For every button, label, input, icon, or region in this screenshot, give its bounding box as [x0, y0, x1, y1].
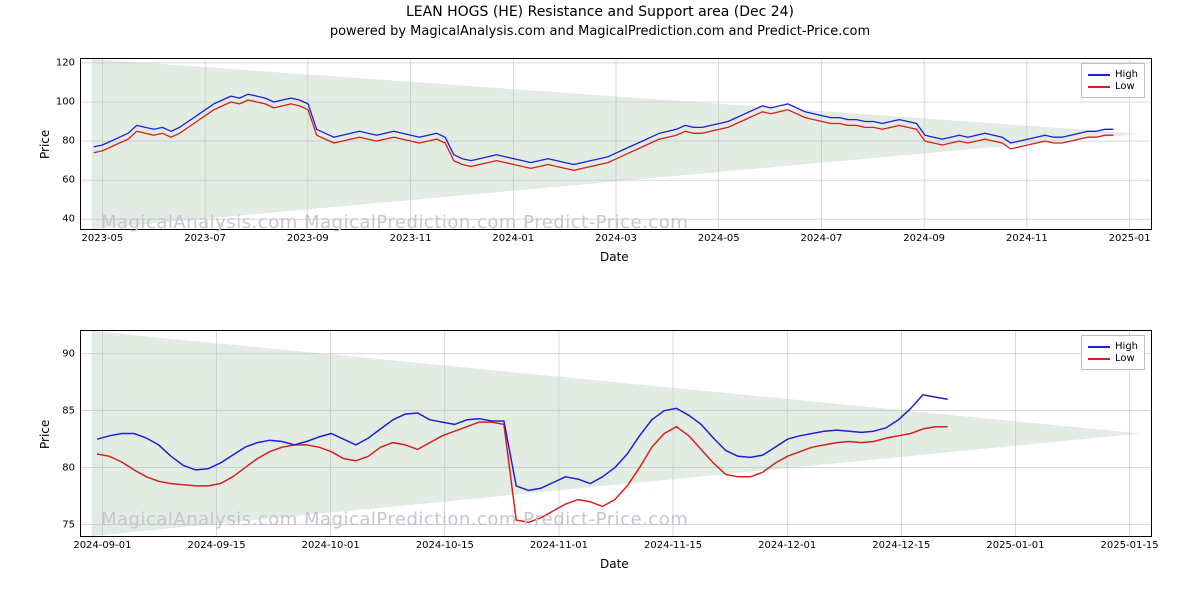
xtick-label: 2023-07	[184, 229, 226, 244]
ytick-label: 100	[56, 96, 81, 107]
xtick-label: 2024-09-15	[187, 536, 245, 551]
xtick-label: 2025-01-01	[986, 536, 1044, 551]
xtick-label: 2024-12-15	[872, 536, 930, 551]
xtick-label: 2024-10-15	[416, 536, 474, 551]
title-sub: powered by MagicalAnalysis.com and Magic…	[0, 24, 1200, 39]
ytick-label: 60	[62, 175, 81, 186]
figure: LEAN HOGS (HE) Resistance and Support ar…	[0, 0, 1200, 600]
xtick-label: 2024-09	[903, 229, 945, 244]
legend-entry: High	[1088, 341, 1138, 352]
legend-swatch	[1088, 86, 1110, 88]
legend-label: High	[1115, 341, 1138, 352]
ytick-label: 85	[62, 405, 81, 416]
xtick-label: 2024-09-01	[73, 536, 131, 551]
legend-label: High	[1115, 69, 1138, 80]
xtick-label: 2024-11-15	[644, 536, 702, 551]
xtick-label: 2023-09	[287, 229, 329, 244]
ylabel-bottom: Price	[38, 419, 52, 448]
legend-entry: Low	[1088, 81, 1138, 92]
ytick-label: 40	[62, 214, 81, 225]
legend-swatch	[1088, 346, 1110, 348]
ylabel-top: Price	[38, 130, 52, 159]
legend-bottom: HighLow	[1081, 335, 1145, 370]
chart-svg-bottom	[81, 331, 1151, 536]
legend-label: Low	[1115, 81, 1135, 92]
xtick-label: 2024-03	[595, 229, 637, 244]
title-main: LEAN HOGS (HE) Resistance and Support ar…	[0, 4, 1200, 20]
legend-top: HighLow	[1081, 63, 1145, 98]
legend-label: Low	[1115, 353, 1135, 364]
xtick-label: 2025-01-15	[1101, 536, 1159, 551]
xtick-label: 2024-01	[492, 229, 534, 244]
ytick-label: 75	[62, 519, 81, 530]
legend-entry: Low	[1088, 353, 1138, 364]
ytick-label: 120	[56, 57, 81, 68]
xtick-label: 2023-05	[81, 229, 123, 244]
chart-panel-top: MagicalAnalysis.com MagicalPrediction.co…	[80, 58, 1152, 230]
chart-svg-top	[81, 59, 1151, 229]
xtick-label: 2024-11-01	[530, 536, 588, 551]
xtick-label: 2024-10-01	[302, 536, 360, 551]
xlabel-top: Date	[600, 250, 629, 264]
legend-swatch	[1088, 74, 1110, 76]
xtick-label: 2023-11	[390, 229, 432, 244]
ytick-label: 80	[62, 136, 81, 147]
xtick-label: 2024-05	[698, 229, 740, 244]
xtick-label: 2024-11	[1006, 229, 1048, 244]
chart-panel-bottom: MagicalAnalysis.com MagicalPrediction.co…	[80, 330, 1152, 537]
xlabel-bottom: Date	[600, 557, 629, 571]
ytick-label: 80	[62, 462, 81, 473]
legend-entry: High	[1088, 69, 1138, 80]
xtick-label: 2024-07	[801, 229, 843, 244]
legend-swatch	[1088, 358, 1110, 360]
ytick-label: 90	[62, 348, 81, 359]
xtick-label: 2024-12-01	[758, 536, 816, 551]
xtick-label: 2025-01	[1109, 229, 1151, 244]
